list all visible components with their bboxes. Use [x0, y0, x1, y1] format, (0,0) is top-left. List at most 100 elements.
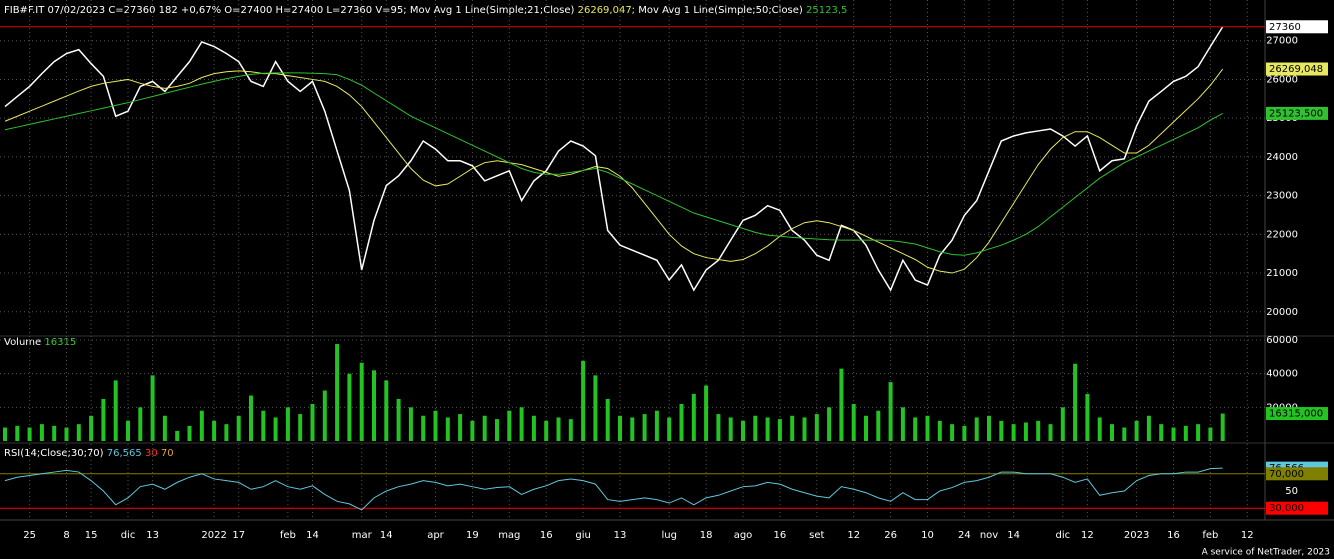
- volume-bar: [495, 419, 499, 441]
- volume-bar: [605, 398, 610, 441]
- x-tick-label: mag: [498, 530, 520, 541]
- volume-bar: [654, 410, 659, 441]
- ma21-name: Mov Avg 1 Line(Simple;21;Close): [410, 5, 575, 16]
- volume-bar: [1122, 427, 1127, 441]
- volume-bar: [310, 403, 315, 441]
- y-tick-label: 40000: [1266, 369, 1298, 380]
- volume-bar: [187, 425, 192, 441]
- x-tick-label: 13: [146, 530, 159, 541]
- volume-bar: [556, 417, 561, 441]
- volume-bar: [827, 407, 832, 441]
- x-tick-label: 14: [380, 530, 393, 541]
- x-tick-label: set: [809, 530, 824, 541]
- value-box-label: 27360: [1269, 22, 1301, 33]
- volume-bar: [568, 419, 573, 441]
- x-tick-label: 17: [232, 530, 245, 541]
- volume-bar: [851, 403, 856, 441]
- volume-bar: [1011, 424, 1016, 441]
- volume-bar: [224, 424, 229, 441]
- volume-bar: [39, 424, 44, 441]
- y-tick-label: 20000: [1266, 307, 1298, 318]
- y-tick-label: 21000: [1266, 268, 1298, 279]
- value-box: [1266, 20, 1328, 34]
- volume-bar: [1110, 424, 1114, 441]
- x-tick-label: 12: [1081, 530, 1094, 541]
- volume-bar: [974, 417, 979, 441]
- value-box: [1266, 62, 1328, 76]
- volume-bar: [728, 417, 733, 441]
- rsi-high-level: 70: [161, 448, 174, 459]
- volume-bar: [1220, 413, 1225, 441]
- volume-bar: [138, 407, 143, 441]
- volume-bar: [790, 415, 795, 441]
- volume-bar: [1208, 427, 1213, 441]
- volume-bar: [322, 390, 327, 441]
- volume-bar: [839, 368, 844, 441]
- volume-bar: [802, 417, 807, 441]
- volume-bar: [113, 380, 118, 441]
- volume-bar: [162, 415, 167, 441]
- value-box-label: 30,000: [1269, 503, 1304, 514]
- value-box: [1266, 407, 1328, 421]
- x-tick-label: 24: [958, 530, 971, 541]
- volume-bar: [667, 417, 672, 441]
- volume-bar: [519, 407, 524, 441]
- y-tick-label: 60000: [1266, 335, 1298, 346]
- volume-bar: [814, 414, 819, 441]
- volume-bar: [1171, 427, 1176, 441]
- volume-bar: [1146, 415, 1151, 441]
- x-tick-label: 18: [700, 530, 713, 541]
- value-box: [1266, 467, 1328, 481]
- volume-bar: [630, 417, 635, 441]
- volume-bar: [691, 393, 696, 441]
- volume-bar: [1048, 424, 1053, 441]
- x-tick-label: lug: [661, 530, 676, 541]
- y-tick-label: 50: [1285, 486, 1298, 497]
- x-tick-label: giu: [575, 530, 590, 541]
- volume-bar: [1196, 424, 1201, 441]
- y-tick-label: 26000: [1266, 74, 1298, 85]
- volume-bar: [1073, 363, 1078, 441]
- volume-bar: [581, 360, 586, 441]
- volume-bar: [175, 430, 180, 441]
- volume-bar: [593, 375, 598, 441]
- volume-bar: [1159, 424, 1164, 441]
- volume-bar: [716, 414, 721, 441]
- volume-bar: [445, 417, 450, 441]
- volume-bar: [249, 395, 253, 441]
- x-tick-label: 2022: [201, 530, 226, 541]
- value-box: [1266, 501, 1328, 515]
- volume-bar: [876, 410, 881, 441]
- volume-bar: [482, 415, 487, 441]
- volume-bar: [298, 414, 303, 441]
- volume-bar: [1023, 422, 1028, 441]
- x-tick-label: 19: [466, 530, 479, 541]
- value-box-label: 70,000: [1269, 469, 1304, 480]
- price-title: FIB#F.IT 07/02/2023 C=27360 182 +0,67% O…: [4, 5, 407, 16]
- volume-bar: [15, 425, 20, 441]
- volume-bar: [962, 425, 967, 441]
- volume-bar: [1097, 417, 1102, 441]
- rsi-header: RSI(14;Close;30;70) 76,565 30 70: [4, 448, 174, 459]
- volume-bar: [359, 362, 364, 441]
- series-line: [4, 68, 1224, 274]
- x-tick-label: mar: [352, 530, 373, 541]
- volume-bar: [285, 407, 290, 441]
- volume-bar: [913, 417, 918, 441]
- x-tick-label: 16: [540, 530, 553, 541]
- volume-bar: [64, 427, 69, 441]
- rsi-title: RSI(14;Close;30;70): [4, 448, 104, 459]
- volume-bar: [236, 415, 241, 441]
- volume-bar: [89, 415, 94, 441]
- x-tick-label: 12: [1241, 530, 1254, 541]
- volume-bar: [1134, 420, 1139, 441]
- volume-bar: [618, 415, 622, 441]
- volume-bar: [150, 375, 155, 441]
- x-tick-label: 13: [614, 530, 627, 541]
- volume-bar: [777, 419, 782, 441]
- volume-bar: [458, 414, 463, 441]
- x-tick-label: 26: [884, 530, 897, 541]
- y-tick-label: 22000: [1266, 229, 1298, 240]
- x-tick-label: ago: [734, 530, 753, 541]
